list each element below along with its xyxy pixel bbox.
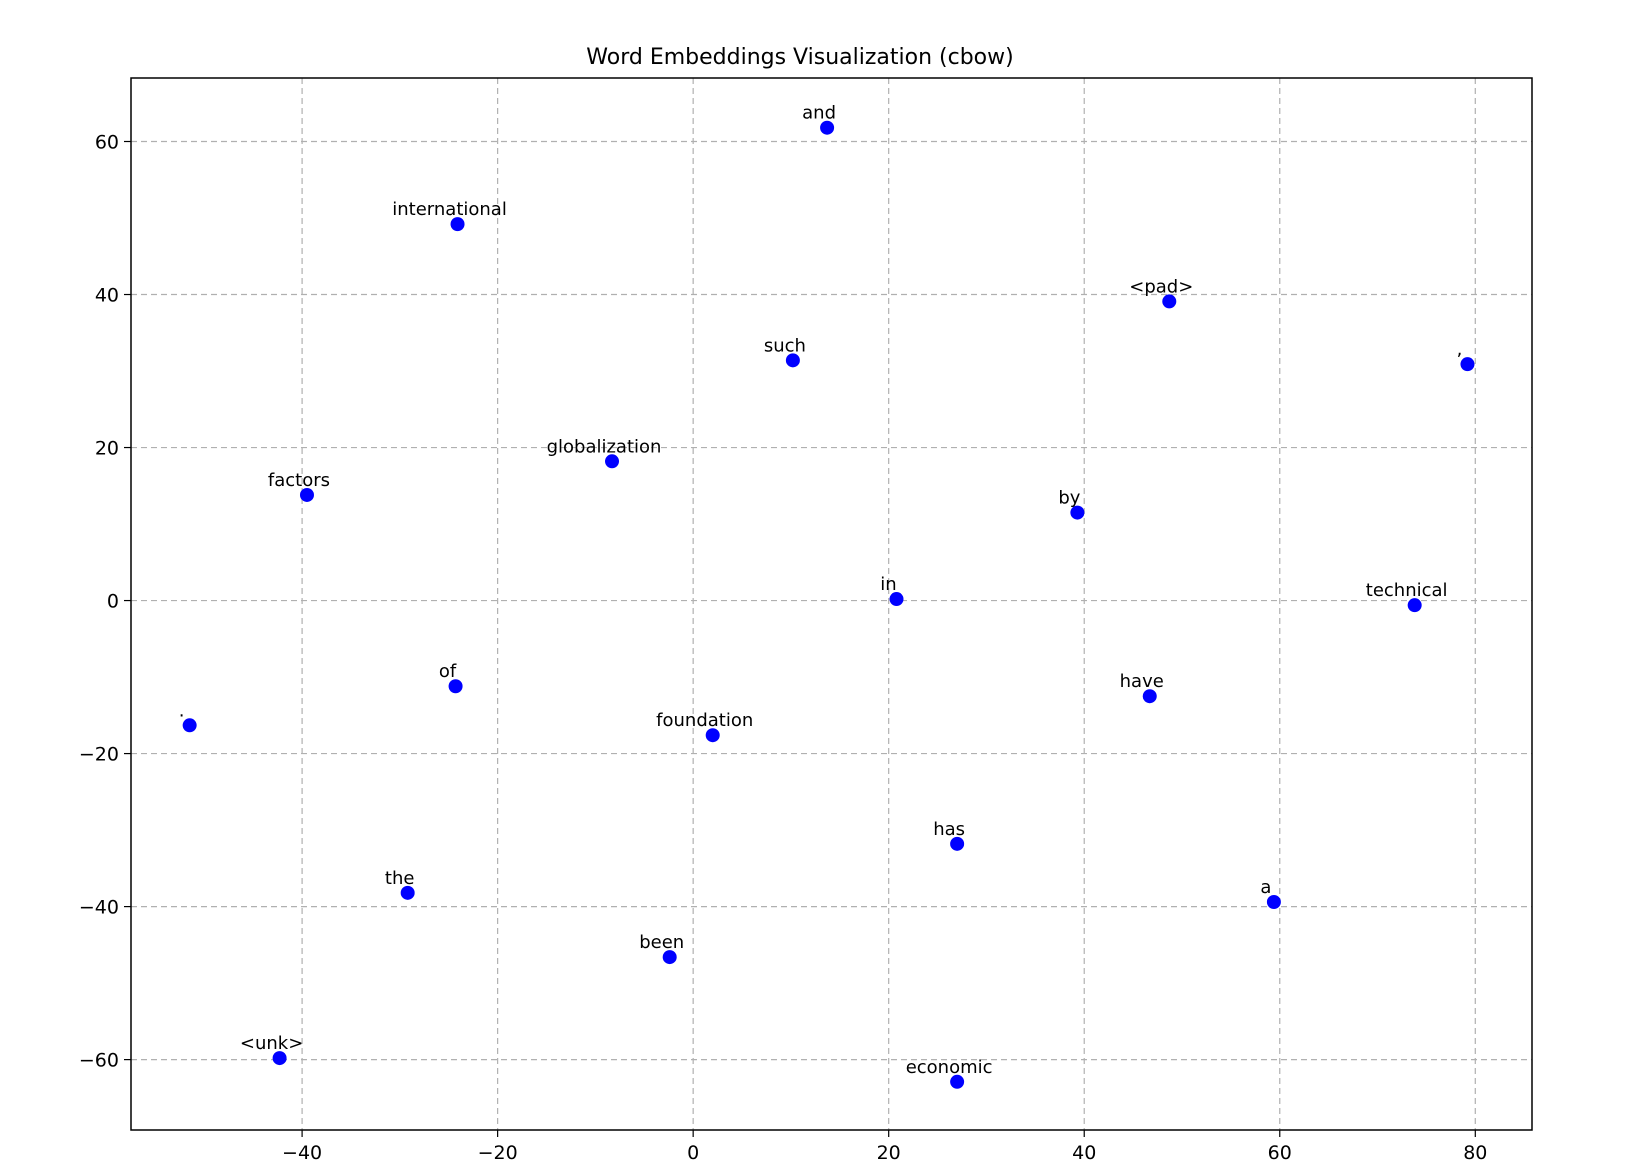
scatter-point	[182, 718, 197, 733]
y-tick-label: 20	[95, 438, 119, 460]
y-tick-label: −40	[79, 897, 119, 919]
scatter-point	[889, 592, 904, 607]
scatter-point	[605, 454, 620, 469]
scatter-point	[299, 487, 314, 502]
point-label: the	[385, 868, 415, 889]
scatter-point	[785, 353, 800, 368]
scatter-point	[1070, 505, 1085, 520]
point-label: been	[639, 932, 684, 953]
axis-ticks: −40 −20 0 20 40 60 80 −60 −40 −20 0 20 40 60	[79, 132, 1487, 1164]
point-label: and	[802, 103, 836, 124]
point-label: globalization	[547, 436, 662, 457]
y-tick-label: −60	[79, 1050, 119, 1072]
scatter-point	[950, 1074, 965, 1089]
point-label: <pad>	[1129, 276, 1193, 297]
scatter-point	[662, 950, 677, 965]
scatter-point	[272, 1051, 287, 1066]
grid-lines	[131, 78, 1532, 1130]
scatter-point	[1407, 598, 1422, 613]
point-label: economic	[906, 1057, 993, 1078]
point-label: a	[1260, 877, 1271, 898]
point-label: <unk>	[240, 1033, 303, 1054]
x-tick-label: 40	[1072, 1142, 1096, 1164]
point-label: in	[880, 574, 896, 595]
scatter-point	[1266, 895, 1281, 910]
point-label: have	[1120, 671, 1164, 692]
point-label: has	[933, 819, 965, 840]
scatter-point	[400, 885, 415, 900]
y-tick-label: 60	[95, 132, 119, 154]
scatter-point	[950, 836, 965, 851]
point-label: international	[392, 199, 507, 220]
scatter-point	[1460, 357, 1475, 372]
y-tick-label: 0	[107, 591, 119, 613]
chart-title: Word Embeddings Visualization (cbow)	[586, 45, 1013, 70]
x-tick-label: −20	[478, 1142, 518, 1164]
data-points: and international <pad> such , globalization f…	[179, 103, 1475, 1089]
y-tick-label: −20	[79, 744, 119, 766]
point-label: ,	[1457, 339, 1463, 360]
x-tick-label: 0	[687, 1142, 699, 1164]
point-label: of	[439, 661, 457, 682]
x-tick-label: −40	[282, 1142, 322, 1164]
scatter-point	[448, 679, 463, 694]
plot-area-frame	[130, 77, 1533, 1131]
point-label: such	[764, 335, 806, 356]
scatter-point	[1162, 294, 1177, 309]
x-tick-label: 80	[1463, 1142, 1487, 1164]
scatter-point	[1142, 689, 1157, 704]
point-label: by	[1058, 488, 1080, 509]
scatter-point	[820, 120, 835, 135]
x-tick-label: 60	[1268, 1142, 1292, 1164]
y-tick-label: 40	[95, 285, 119, 307]
point-label: factors	[268, 470, 330, 491]
x-tick-label: 20	[877, 1142, 901, 1164]
scatter-point	[450, 217, 465, 232]
point-label: foundation	[656, 710, 753, 731]
point-label: .	[179, 700, 185, 721]
scatter-point	[705, 728, 720, 743]
point-label: technical	[1366, 580, 1448, 601]
